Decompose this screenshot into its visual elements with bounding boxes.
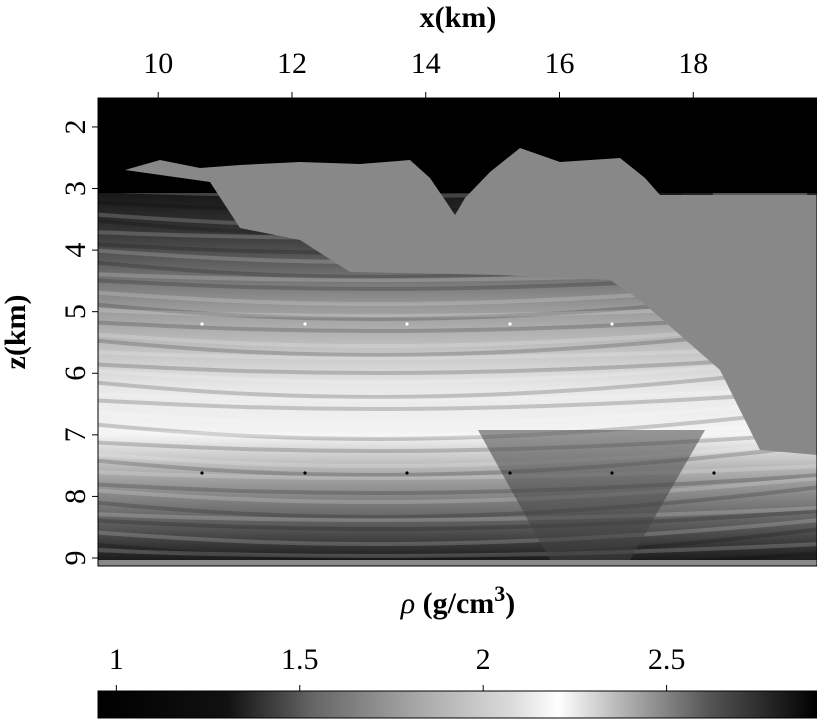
y-tick-label: 4 <box>59 243 92 258</box>
dot <box>303 471 307 475</box>
stripe <box>98 323 817 357</box>
y-axis-label: z(km) <box>0 295 32 370</box>
stripe <box>98 542 817 558</box>
colorbar-unit: (g/cm <box>423 587 495 620</box>
salt-body <box>125 148 817 455</box>
dot <box>712 471 716 475</box>
image-field <box>98 98 817 566</box>
receiver-dots <box>200 322 716 475</box>
dot <box>508 471 512 475</box>
dot <box>610 322 614 326</box>
colorbar-tick-label: 2.5 <box>648 643 686 676</box>
stripe <box>98 518 817 546</box>
colorbar-tick-label: 2 <box>476 643 491 676</box>
colorbar-tick-label: 1 <box>109 643 124 676</box>
stripe <box>98 398 817 426</box>
stripe <box>98 356 817 384</box>
colorbar-tick-label: 1.5 <box>281 643 319 676</box>
stripe <box>98 386 817 402</box>
dot <box>610 471 614 475</box>
wedge <box>478 430 705 560</box>
dot <box>405 322 409 326</box>
stripe <box>98 320 817 348</box>
dot <box>303 322 307 326</box>
colorbar-close: ) <box>505 587 515 620</box>
plot-frame <box>97 97 817 567</box>
x-tick-label: 14 <box>411 47 441 80</box>
stripe <box>98 509 817 531</box>
stripe <box>98 344 817 360</box>
y-tick-label: 6 <box>59 366 92 381</box>
stripe <box>98 353 817 375</box>
stripe <box>98 476 817 504</box>
x-tick-label: 16 <box>544 47 574 80</box>
dot <box>508 322 512 326</box>
y-tick-label: 7 <box>59 427 92 442</box>
y-tick-label: 5 <box>59 304 92 319</box>
stripe <box>98 485 817 519</box>
dot <box>200 322 204 326</box>
stripe <box>98 506 817 522</box>
stripe <box>98 365 817 399</box>
dot <box>405 471 409 475</box>
y-tick-label: 2 <box>59 119 92 134</box>
x-tick-label: 10 <box>143 47 173 80</box>
colorbar-symbol: ρ <box>400 587 415 620</box>
colorbar <box>97 690 817 719</box>
colorbar-label: ρ (g/cm3) <box>400 581 516 620</box>
x-axis-label: x(km) <box>420 1 497 34</box>
stripe <box>98 389 817 411</box>
y-tick-label: 3 <box>59 181 92 196</box>
stripe <box>98 407 817 441</box>
x-tick-label: 12 <box>277 47 307 80</box>
stripe <box>98 527 817 561</box>
dot <box>200 471 204 475</box>
bottom-layer <box>98 560 817 566</box>
y-tick-label: 9 <box>59 550 92 565</box>
y-tick-label: 8 <box>59 489 92 504</box>
colorbar-exponent: 3 <box>494 581 505 606</box>
x-tick-label: 18 <box>678 47 708 80</box>
